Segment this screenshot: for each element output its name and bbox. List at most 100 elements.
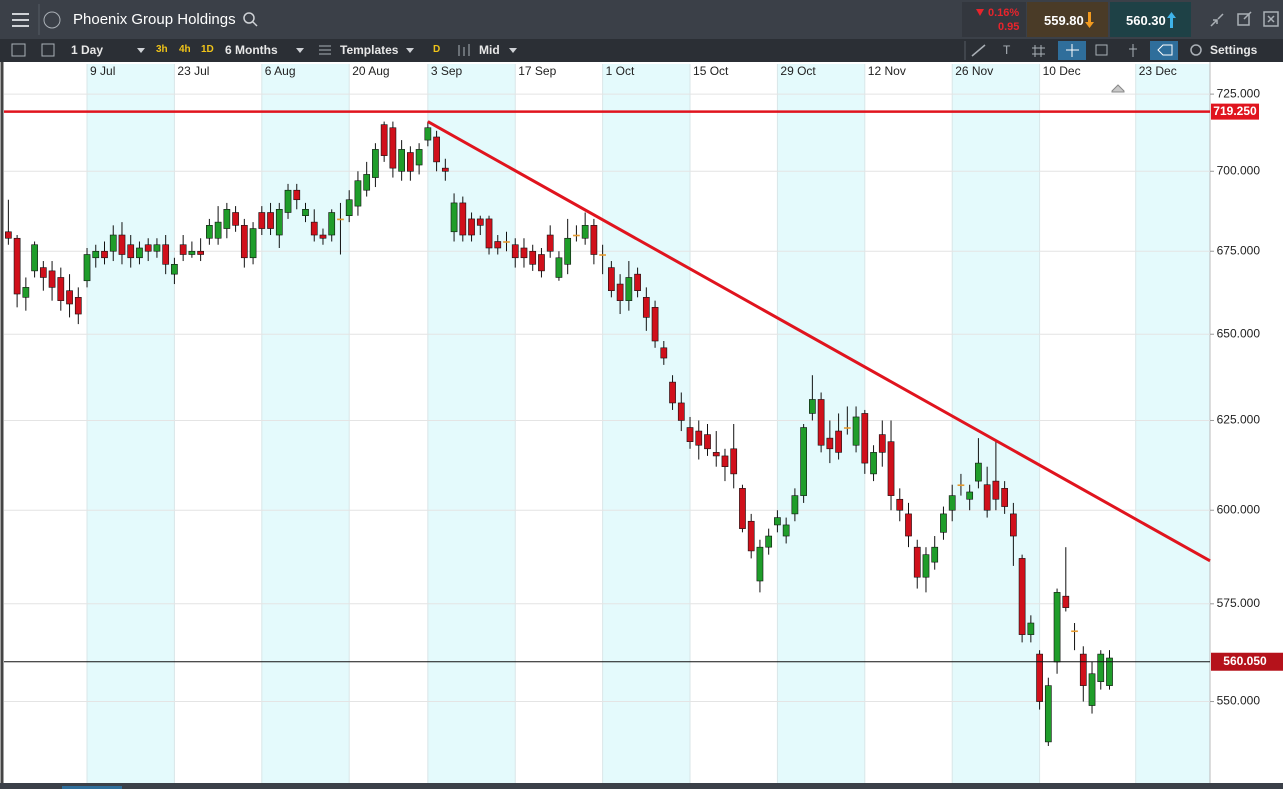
home-icon[interactable]: [1111, 84, 1125, 93]
price-type[interactable]: Mid: [479, 43, 500, 57]
info-icon[interactable]: [43, 11, 61, 29]
sell-box[interactable]: [1027, 2, 1108, 37]
candle-body: [372, 149, 379, 178]
close-icon[interactable]: [1263, 11, 1279, 27]
search-icon[interactable]: [243, 12, 255, 24]
top-bar: Phoenix Group Holdings 0.16% 0.95 559.80…: [0, 0, 1283, 39]
trendline: [427, 120, 1211, 563]
candle-body: [1018, 558, 1026, 635]
candle-body: [476, 218, 484, 226]
tag-button[interactable]: [1150, 41, 1178, 60]
list-icon[interactable]: [11, 43, 26, 57]
candle-body: [74, 297, 82, 315]
sell-arrow: [1085, 12, 1094, 28]
candle-body: [599, 254, 606, 256]
draw-line-icon[interactable]: [971, 44, 986, 57]
sell-price[interactable]: 559.80: [1044, 13, 1084, 28]
dropdown-arrow[interactable]: [137, 48, 145, 53]
quick-interval[interactable]: 3h: [156, 44, 168, 55]
candle-body: [1097, 653, 1105, 682]
candle-body: [642, 297, 650, 318]
candle-body: [48, 270, 56, 288]
candle-body: [1027, 622, 1035, 635]
copy-icon[interactable]: [1095, 44, 1108, 56]
range[interactable]: 6 Months: [225, 43, 278, 57]
buy-box[interactable]: [1110, 2, 1191, 37]
candle-body: [494, 241, 502, 249]
y-tick-label: 650.000: [1217, 326, 1261, 340]
candle-body: [529, 250, 537, 265]
candle-body: [957, 484, 965, 487]
templates-icon[interactable]: [319, 45, 331, 55]
x-tick-label: 17 Sep: [518, 64, 556, 78]
y-tick-label: 550.000: [1217, 694, 1261, 708]
candle-body: [774, 517, 781, 526]
grid-icon[interactable]: [1032, 45, 1045, 57]
candle-body: [39, 267, 47, 278]
collapse-icon[interactable]: [1210, 13, 1224, 27]
candle-body: [144, 244, 152, 252]
candle-body: [310, 221, 318, 236]
candle-body: [826, 437, 834, 450]
quick-interval[interactable]: 1D: [201, 44, 214, 55]
popout-icon[interactable]: [1237, 11, 1252, 26]
shade-band: [602, 64, 691, 783]
candle-body: [92, 250, 100, 259]
dropdown-arrow[interactable]: [296, 48, 304, 53]
candle-body: [835, 430, 842, 453]
dropdown-arrow[interactable]: [509, 48, 517, 53]
quick-interval[interactable]: 4h: [179, 44, 191, 55]
candle-body: [275, 209, 283, 236]
bottom-bar: [0, 783, 1283, 789]
candle-body: [363, 174, 371, 191]
templates[interactable]: Templates: [340, 43, 399, 57]
top-icons: [12, 2, 1279, 37]
candle-body: [450, 202, 458, 233]
price-tag-label: 560.050: [1223, 654, 1267, 668]
settings[interactable]: Settings: [1210, 43, 1258, 57]
layout-icon[interactable]: [41, 43, 55, 57]
candle-body: [695, 430, 703, 446]
shading: [87, 64, 1210, 783]
price-tag: [1211, 103, 1259, 120]
candle-body: [878, 434, 886, 453]
interval[interactable]: 1 Day: [71, 43, 104, 57]
candle-body: [232, 212, 239, 226]
scroll-thumb[interactable]: [62, 786, 122, 789]
candle-body: [380, 124, 388, 156]
candle-body: [407, 152, 414, 172]
candle-body: [870, 452, 877, 475]
candle-body: [415, 149, 423, 166]
candle-body: [1071, 630, 1078, 633]
candle-body: [817, 399, 825, 446]
candle-body: [66, 290, 73, 305]
menu-icon[interactable]: [12, 13, 29, 27]
y-tick-label: 575.000: [1217, 596, 1261, 610]
candle-body: [782, 524, 790, 537]
candle-body: [809, 399, 816, 414]
price-tag: [1211, 652, 1283, 671]
search-icon-handle: [252, 21, 258, 27]
x-tick-label: 15 Oct: [693, 64, 729, 78]
candle-body: [625, 277, 633, 301]
candle-body: [1036, 653, 1043, 702]
candle-body: [765, 535, 773, 548]
price-type-icon[interactable]: [458, 44, 470, 56]
x-tick-label: 1 Oct: [606, 64, 635, 78]
candle-body: [188, 250, 196, 255]
display-button[interactable]: D: [433, 44, 441, 55]
settings-icon[interactable]: [1190, 44, 1202, 56]
candle-body: [966, 491, 974, 500]
shade-band: [1135, 64, 1210, 783]
indicator-icon[interactable]: [1129, 44, 1137, 57]
text-tool-icon[interactable]: T: [1003, 43, 1011, 57]
candle-body: [83, 254, 91, 282]
tag-icon: [1157, 44, 1173, 56]
candle-body: [5, 231, 12, 239]
buy-price[interactable]: 560.30: [1126, 13, 1166, 28]
shade-band: [427, 64, 516, 783]
candle-body: [520, 247, 528, 259]
instrument-title[interactable]: Phoenix Group Holdings: [73, 11, 236, 28]
dropdown-arrow[interactable]: [406, 48, 414, 53]
